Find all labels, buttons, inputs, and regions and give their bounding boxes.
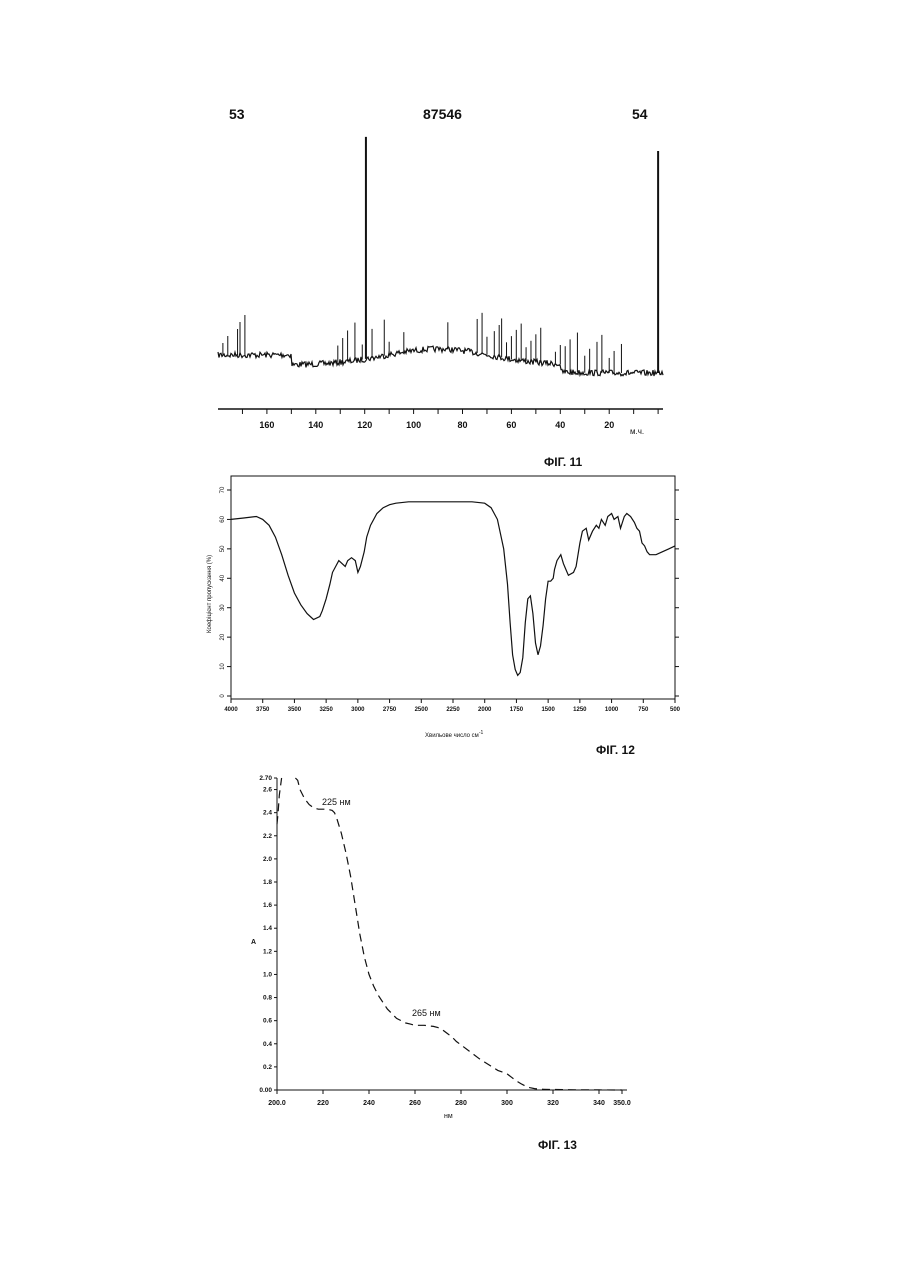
fig13-y-tick-label: 0.4	[263, 1041, 272, 1048]
fig13-ylabel: A	[251, 939, 256, 946]
fig13-y-tick-label: 0.2	[263, 1064, 272, 1071]
fig13-y-tick-label: 2.6	[263, 787, 272, 794]
fig13-xlabel: нм	[444, 1113, 453, 1120]
fig13-x-tick-label: 200.0	[268, 1100, 286, 1107]
fig13-x-tick-label: 220	[317, 1100, 329, 1107]
fig13-y-tick-label: 2.0	[263, 856, 272, 863]
fig13-x-tick-label: 300	[501, 1100, 513, 1107]
fig13-y-tick-label: 1.4	[263, 925, 272, 932]
fig13-x-tick-label: 280	[455, 1100, 467, 1107]
fig13-x-tick-label: 320	[547, 1100, 559, 1107]
fig13-x-tick-label: 240	[363, 1100, 375, 1107]
fig13-annotation-265: 265 нм	[412, 1008, 441, 1018]
fig13-y-tick-label: 1.6	[263, 902, 272, 909]
fig13-annotation-225: 225 нм	[322, 797, 351, 807]
fig13-x-tick-label: 260	[409, 1100, 421, 1107]
fig13-y-tick-label: 0.8	[263, 995, 272, 1002]
fig13-y-tick-label: 1.0	[263, 971, 272, 978]
fig13-y-tick-label: 2.2	[263, 833, 272, 840]
fig13-y-tick-label: 2.70	[259, 775, 272, 782]
fig13-x-tick-label: 350.0	[613, 1100, 631, 1107]
fig13-series-line	[277, 778, 622, 1090]
fig13-y-tick-label: 1.8	[263, 879, 272, 886]
fig13-y-tick-label: 0.6	[263, 1018, 272, 1025]
fig13-y-tick-label: 0.00	[259, 1087, 272, 1094]
fig13-y-tick-label: 1.2	[263, 948, 272, 955]
fig13-y-tick-label: 2.4	[263, 810, 272, 817]
fig13-x-tick-label: 340	[593, 1100, 605, 1107]
